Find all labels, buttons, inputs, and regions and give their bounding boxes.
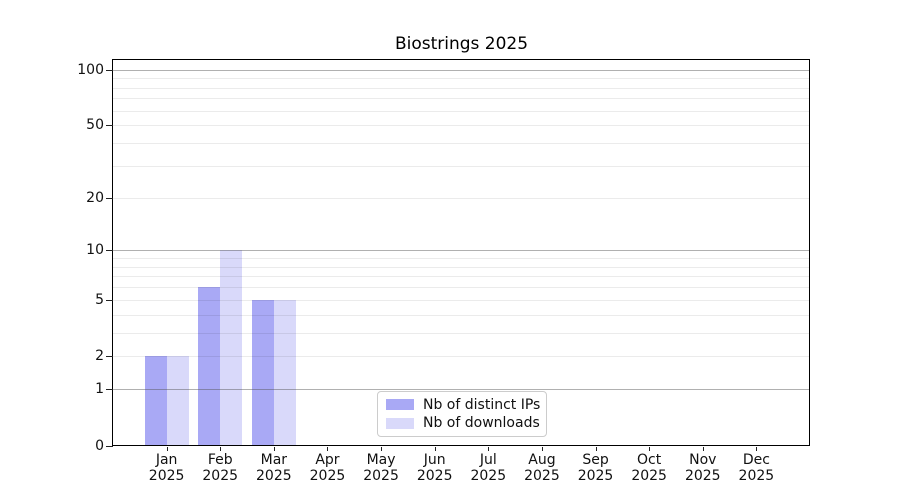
x-tick-month: Jul bbox=[479, 452, 497, 468]
x-tick-label-jan: Jan 2025 bbox=[127, 452, 207, 484]
y-tick-label-10: 10 bbox=[86, 242, 104, 259]
minor-gridline-40 bbox=[113, 143, 810, 145]
minor-gridline-60 bbox=[113, 110, 810, 112]
x-tick-year: 2025 bbox=[577, 468, 614, 484]
y-tick-mark-10 bbox=[106, 250, 113, 252]
minor-gridline-5 bbox=[113, 299, 810, 301]
bar-mar-downloads bbox=[273, 299, 296, 446]
legend-swatch-distinct-ips bbox=[386, 399, 414, 411]
minor-gridline-4 bbox=[113, 314, 810, 316]
x-tick-year: 2025 bbox=[309, 468, 346, 484]
x-tick-month: Dec bbox=[742, 452, 770, 468]
x-tick-label-dec: Dec 2025 bbox=[716, 452, 796, 484]
minor-gridline-9 bbox=[113, 258, 810, 260]
major-gridline-1 bbox=[113, 389, 810, 391]
legend-item-distinct-ips: Nb of distinct IPs bbox=[386, 396, 541, 413]
y-tick-mark-1 bbox=[106, 389, 113, 391]
x-tick-year: 2025 bbox=[684, 468, 721, 484]
y-tick-label-1: 1 bbox=[95, 381, 104, 398]
x-tick-label-apr: Apr 2025 bbox=[287, 452, 367, 484]
x-tick-mark-jun bbox=[434, 447, 436, 451]
legend-swatch-downloads bbox=[386, 417, 414, 429]
x-tick-month: Sep bbox=[582, 452, 609, 468]
x-tick-month: Aug bbox=[528, 452, 556, 468]
x-tick-mark-dec bbox=[756, 447, 758, 451]
x-tick-label-jun: Jun 2025 bbox=[395, 452, 475, 484]
major-gridline-10 bbox=[113, 250, 810, 252]
x-tick-label-aug: Aug 2025 bbox=[502, 452, 582, 484]
x-tick-mark-jan bbox=[166, 447, 168, 451]
x-tick-label-mar: Mar 2025 bbox=[234, 452, 314, 484]
y-tick-mark-100 bbox=[106, 69, 113, 71]
x-tick-label-nov: Nov 2025 bbox=[663, 452, 743, 484]
x-tick-mark-nov bbox=[702, 447, 704, 451]
minor-gridline-80 bbox=[113, 87, 810, 89]
x-tick-month: Feb bbox=[207, 452, 233, 468]
x-tick-mark-feb bbox=[220, 447, 222, 451]
x-tick-month: Jun bbox=[423, 452, 446, 468]
minor-gridline-8 bbox=[113, 266, 810, 268]
x-tick-year: 2025 bbox=[524, 468, 560, 484]
x-tick-label-may: May 2025 bbox=[341, 452, 421, 484]
minor-gridline-7 bbox=[113, 276, 810, 278]
minor-gridline-6 bbox=[113, 287, 810, 289]
x-tick-label-jul: Jul 2025 bbox=[448, 452, 528, 484]
bar-jan-distinct-ips bbox=[144, 356, 167, 446]
y-tick-mark-2 bbox=[106, 356, 113, 358]
x-tick-mark-apr bbox=[327, 447, 329, 451]
y-tick-label-50: 50 bbox=[86, 117, 104, 134]
major-gridline-100 bbox=[113, 69, 810, 71]
x-tick-year: 2025 bbox=[738, 468, 775, 484]
bar-jan-downloads bbox=[166, 356, 189, 446]
y-tick-mark-20 bbox=[106, 197, 113, 199]
x-tick-label-sep: Sep 2025 bbox=[556, 452, 636, 484]
y-tick-mark-5 bbox=[106, 299, 113, 301]
x-tick-year: 2025 bbox=[148, 468, 185, 484]
y-tick-label-20: 20 bbox=[86, 189, 104, 206]
x-tick-month: Nov bbox=[689, 452, 717, 468]
x-tick-month: Mar bbox=[260, 452, 288, 468]
x-tick-mark-jul bbox=[488, 447, 490, 451]
x-tick-mark-may bbox=[381, 447, 383, 451]
minor-gridline-2 bbox=[113, 356, 810, 358]
x-tick-mark-mar bbox=[273, 447, 275, 451]
x-tick-month: Oct bbox=[637, 452, 662, 468]
y-tick-mark-0 bbox=[106, 446, 113, 447]
x-tick-year: 2025 bbox=[631, 468, 667, 484]
x-tick-year: 2025 bbox=[202, 468, 239, 484]
x-tick-mark-aug bbox=[541, 447, 543, 451]
bar-mar-distinct-ips bbox=[251, 299, 274, 446]
bar-feb-distinct-ips bbox=[198, 287, 221, 446]
x-tick-month: Jan bbox=[155, 452, 178, 468]
minor-gridline-3 bbox=[113, 332, 810, 334]
legend-label: Nb of distinct IPs bbox=[423, 396, 541, 413]
minor-gridline-30 bbox=[113, 165, 810, 167]
x-tick-label-feb: Feb 2025 bbox=[180, 452, 260, 484]
legend-label: Nb of downloads bbox=[423, 415, 540, 432]
legend-item-downloads: Nb of downloads bbox=[386, 415, 540, 432]
legend: Nb of distinct IPs Nb of downloads bbox=[377, 391, 547, 437]
x-tick-month: May bbox=[366, 452, 396, 468]
y-tick-label-5: 5 bbox=[95, 291, 104, 308]
x-tick-month: Apr bbox=[315, 452, 340, 468]
chart-title: Biostrings 2025 bbox=[394, 34, 529, 54]
x-tick-year: 2025 bbox=[470, 468, 507, 484]
minor-gridline-50 bbox=[113, 125, 810, 127]
y-tick-label-2: 2 bbox=[95, 348, 104, 365]
x-tick-label-oct: Oct 2025 bbox=[609, 452, 689, 484]
y-tick-mark-50 bbox=[106, 125, 113, 127]
x-tick-year: 2025 bbox=[363, 468, 399, 484]
y-tick-label-0: 0 bbox=[95, 438, 104, 454]
bar-feb-downloads bbox=[220, 250, 243, 446]
x-tick-mark-sep bbox=[595, 447, 597, 451]
minor-gridline-90 bbox=[113, 78, 810, 80]
x-tick-year: 2025 bbox=[256, 468, 292, 484]
x-tick-mark-oct bbox=[649, 447, 651, 451]
y-tick-label-100: 100 bbox=[77, 61, 104, 78]
minor-gridline-70 bbox=[113, 98, 810, 100]
minor-gridline-20 bbox=[113, 197, 810, 199]
x-tick-year: 2025 bbox=[416, 468, 453, 484]
